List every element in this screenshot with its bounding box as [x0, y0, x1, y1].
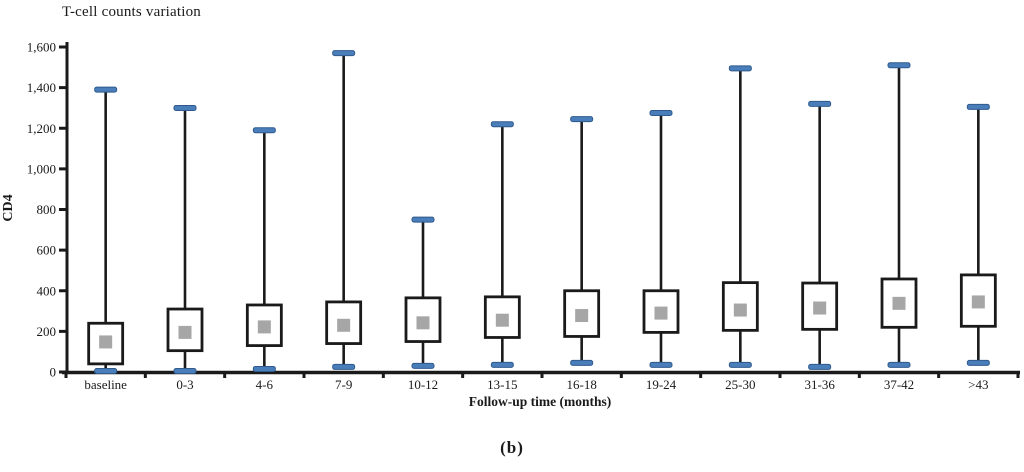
box: [563, 289, 601, 338]
x-category-label: baseline: [84, 377, 127, 392]
x-category-label: 13-15: [487, 377, 517, 392]
whisker-cap-top: [173, 104, 197, 111]
y-tick-label: 1,000: [27, 161, 56, 176]
x-axis-title: Follow-up time (months): [468, 394, 612, 409]
whisker-cap-bottom: [649, 361, 673, 368]
whisker-cap-top: [570, 116, 594, 123]
x-category-label: >43: [968, 377, 988, 392]
whisker-cap-bottom: [332, 363, 356, 370]
whisker-cap-bottom: [728, 361, 752, 368]
y-tick-label: 200: [37, 324, 57, 339]
whisker-cap-bottom: [966, 359, 990, 366]
mean-marker: [99, 335, 113, 349]
mean-marker: [733, 303, 747, 317]
x-category-label: 31-36: [804, 377, 835, 392]
mean-marker: [495, 313, 509, 327]
x-category-label: 37-42: [884, 377, 914, 392]
y-tick-label: 400: [37, 283, 57, 298]
y-tick-label: 1,600: [27, 40, 56, 55]
x-category-label: 0-3: [176, 377, 193, 392]
mean-marker: [257, 320, 271, 334]
whisker-cap-top: [966, 103, 990, 110]
chart-title: T-cell counts variation: [62, 4, 202, 20]
whisker-cap-bottom: [887, 361, 911, 368]
mean-marker: [416, 316, 430, 330]
box: [245, 303, 283, 347]
figure-caption: (b): [500, 438, 524, 457]
x-category-label: 10-12: [408, 377, 438, 392]
whisker-cap-bottom: [173, 367, 197, 374]
whisker-cap-top: [649, 110, 673, 117]
y-tick-label: 800: [37, 202, 57, 217]
whisker-cap-top: [728, 65, 752, 72]
whisker-cap-top: [490, 121, 514, 128]
mean-marker: [971, 295, 985, 309]
x-category-label: 16-18: [566, 377, 596, 392]
whisker-cap-bottom: [252, 365, 276, 372]
x-category-label: 19-24: [646, 377, 677, 392]
y-tick-label: 600: [37, 243, 57, 258]
mean-marker: [813, 301, 827, 315]
mean-marker: [337, 318, 351, 332]
mean-marker: [575, 309, 589, 323]
y-tick-label: 1,400: [27, 80, 56, 95]
whisker-cap-top: [808, 100, 832, 107]
whisker-cap-bottom: [570, 359, 594, 366]
mean-marker: [178, 325, 192, 339]
whisker-cap-top: [332, 50, 356, 57]
whisker-cap-top: [252, 127, 276, 134]
y-tick-label: 0: [50, 365, 57, 380]
x-category-label: 4-6: [256, 377, 274, 392]
x-category-label: 25-30: [725, 377, 755, 392]
x-category-label: 7-9: [335, 377, 352, 392]
whisker-cap-top: [411, 216, 435, 223]
whisker-cap-bottom: [808, 363, 832, 370]
mean-marker: [892, 296, 906, 310]
whisker-cap-top: [887, 62, 911, 69]
mean-marker: [654, 306, 668, 320]
y-tick-label: 1,200: [27, 121, 56, 136]
whisker-cap-bottom: [94, 367, 118, 374]
whisker-cap-top: [94, 86, 118, 93]
whisker-cap-bottom: [490, 361, 514, 368]
whisker-cap-bottom: [411, 362, 435, 369]
